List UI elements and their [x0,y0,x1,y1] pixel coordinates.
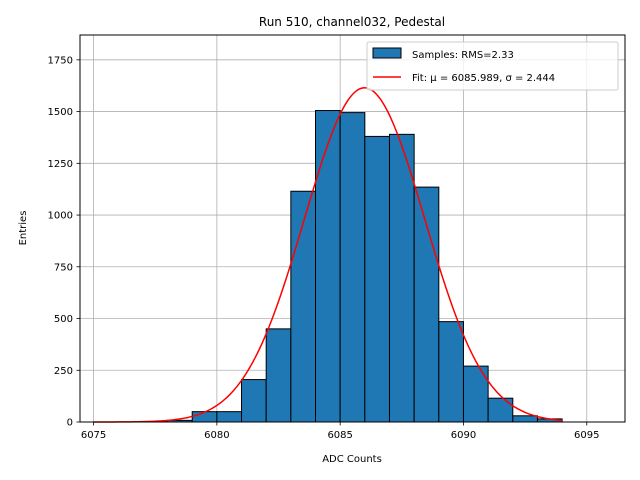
x-tick-label: 6080 [204,430,229,441]
y-tick-label: 500 [54,314,73,325]
histogram-bar [364,135,390,423]
y-axis-label: Entries [18,211,29,246]
y-tick-label: 1000 [48,211,73,222]
histogram-bar [512,415,538,423]
histogram-bar [241,379,267,423]
histogram-bar [191,411,218,423]
histogram-bar [438,321,464,423]
x-tick-label: 6085 [327,430,352,441]
histogram-bar [487,397,514,423]
histogram-bar [290,190,317,423]
y-tick-label: 1250 [48,159,73,170]
x-tick-label: 6075 [81,430,106,441]
x-axis-label: ADC Counts [322,454,382,465]
histogram-bar [388,133,415,423]
y-tick-label: 1750 [48,55,73,66]
plot-frame [79,34,626,423]
histogram-bar [339,112,366,423]
histogram-bar [265,328,292,423]
y-axis-ticks: 0 250 500 750 1000 1250 1500 1750 [48,55,80,429]
histogram-bar [216,411,243,423]
x-tick-label: 6090 [451,430,476,441]
fit-curve [93,87,563,423]
x-axis-ticks: 6075 6080 6085 6090 6095 [81,422,600,441]
legend: Samples: RMS=2.33 Fit: μ = 6085.989, σ =… [366,41,619,91]
y-tick-label: 750 [54,262,73,273]
chart-title: Run 510, channel032, Pedestal [259,15,445,29]
y-tick-label: 250 [54,366,73,377]
histogram-bars [142,110,563,423]
legend-box [366,41,619,91]
histogram-bar [315,110,341,423]
legend-histogram-swatch [372,47,402,59]
legend-histogram-label: Samples: RMS=2.33 [412,50,514,61]
fit-line [93,87,563,423]
y-tick-label: 0 [67,418,73,429]
y-tick-label: 1500 [48,107,73,118]
legend-fit-label: Fit: μ = 6085.989, σ = 2.444 [412,73,555,84]
x-tick-label: 6095 [574,430,599,441]
